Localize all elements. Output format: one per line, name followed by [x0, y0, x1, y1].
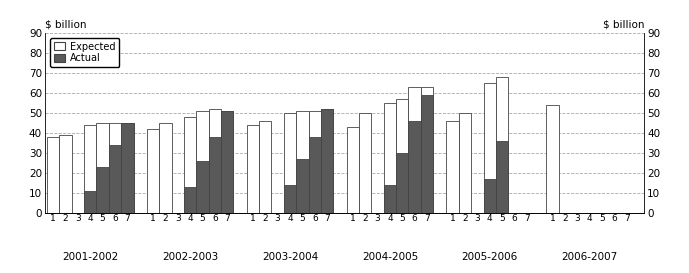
- Bar: [147, 129, 159, 213]
- Bar: [396, 153, 409, 213]
- Bar: [409, 87, 421, 213]
- Bar: [421, 95, 433, 213]
- Bar: [421, 87, 433, 213]
- Bar: [96, 167, 109, 213]
- Text: $ billion: $ billion: [603, 19, 644, 29]
- Bar: [446, 121, 459, 213]
- Bar: [184, 187, 196, 213]
- Bar: [96, 123, 109, 213]
- Bar: [84, 125, 96, 213]
- Bar: [396, 99, 409, 213]
- Bar: [59, 135, 72, 213]
- Bar: [159, 123, 172, 213]
- Bar: [109, 145, 121, 213]
- Bar: [296, 159, 309, 213]
- Bar: [321, 109, 333, 213]
- Bar: [284, 185, 296, 213]
- Text: $ billion: $ billion: [45, 19, 86, 29]
- Bar: [384, 103, 396, 213]
- Text: 2004-2005: 2004-2005: [362, 252, 418, 262]
- Bar: [409, 121, 421, 213]
- Bar: [459, 113, 471, 213]
- Bar: [259, 121, 271, 213]
- Bar: [359, 113, 371, 213]
- Bar: [484, 83, 496, 213]
- Bar: [84, 191, 96, 213]
- Text: 2006-2007: 2006-2007: [562, 252, 618, 262]
- Bar: [309, 111, 321, 213]
- Bar: [221, 111, 234, 213]
- Bar: [196, 111, 209, 213]
- Bar: [247, 125, 259, 213]
- Bar: [47, 137, 59, 213]
- Bar: [284, 113, 296, 213]
- Bar: [221, 111, 234, 213]
- Bar: [209, 109, 221, 213]
- Bar: [296, 111, 309, 213]
- Legend: Expected, Actual: Expected, Actual: [50, 38, 119, 67]
- Bar: [309, 137, 321, 213]
- Text: 2002-2003: 2002-2003: [162, 252, 218, 262]
- Text: 2001-2002: 2001-2002: [62, 252, 119, 262]
- Bar: [384, 185, 396, 213]
- Bar: [496, 77, 508, 213]
- Bar: [484, 179, 496, 213]
- Text: 2003-2004: 2003-2004: [262, 252, 318, 262]
- Bar: [496, 141, 508, 213]
- Bar: [321, 109, 333, 213]
- Text: 2005-2006: 2005-2006: [462, 252, 518, 262]
- Bar: [121, 123, 134, 213]
- Bar: [121, 123, 134, 213]
- Bar: [184, 117, 196, 213]
- Bar: [347, 127, 359, 213]
- Bar: [109, 123, 121, 213]
- Bar: [196, 161, 209, 213]
- Bar: [209, 137, 221, 213]
- Bar: [546, 105, 559, 213]
